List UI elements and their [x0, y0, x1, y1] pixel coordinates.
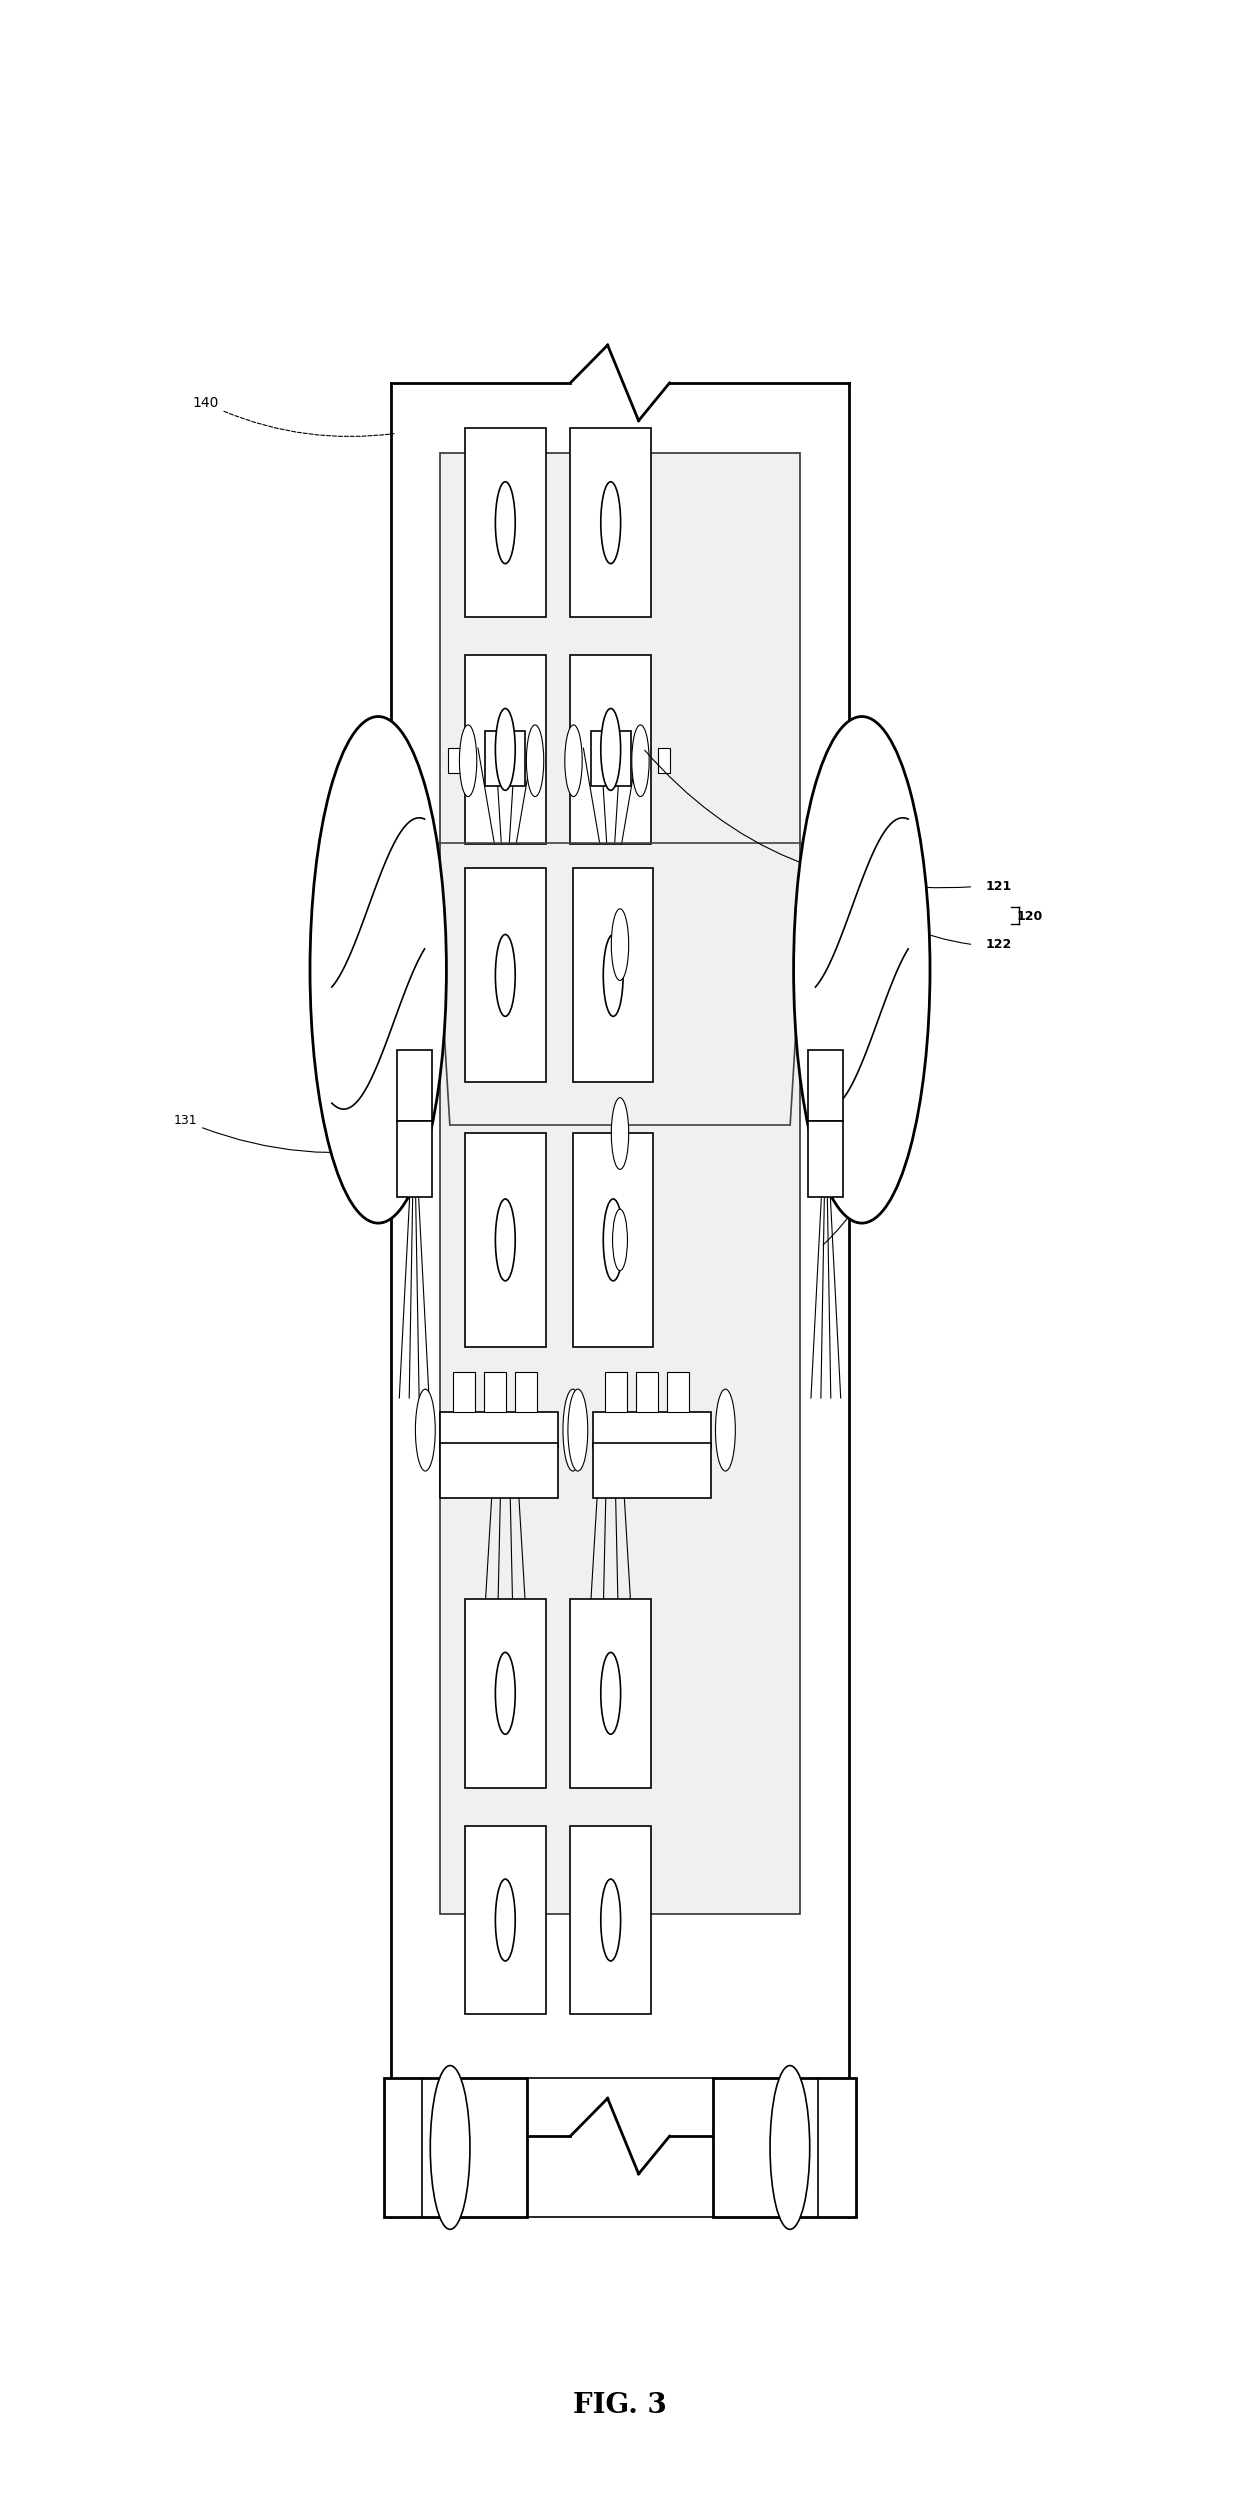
- Bar: [465, 869, 546, 1083]
- Bar: [440, 1443, 558, 1499]
- Ellipse shape: [613, 1209, 627, 1270]
- Bar: [448, 748, 461, 773]
- Text: 132: 132: [823, 1131, 898, 1244]
- Bar: [808, 1050, 843, 1121]
- Bar: [465, 428, 546, 617]
- Bar: [485, 731, 526, 786]
- Ellipse shape: [632, 725, 650, 796]
- Ellipse shape: [715, 1388, 735, 1471]
- Ellipse shape: [415, 1388, 435, 1471]
- Text: 122: 122: [986, 937, 1012, 952]
- Bar: [465, 1600, 546, 1788]
- Bar: [515, 1373, 537, 1413]
- Ellipse shape: [604, 1199, 624, 1280]
- Ellipse shape: [601, 708, 621, 791]
- Bar: [465, 1826, 546, 2015]
- Bar: [667, 1373, 689, 1413]
- Ellipse shape: [601, 481, 621, 564]
- Bar: [593, 1443, 711, 1499]
- Bar: [465, 1134, 546, 1348]
- Ellipse shape: [495, 708, 515, 791]
- Text: 140: 140: [192, 395, 394, 436]
- Ellipse shape: [459, 725, 476, 796]
- Bar: [570, 655, 651, 844]
- Bar: [591, 731, 631, 786]
- Ellipse shape: [601, 1652, 621, 1733]
- Text: FIG. 3: FIG. 3: [573, 2393, 667, 2418]
- Ellipse shape: [604, 935, 624, 1015]
- Ellipse shape: [563, 1388, 583, 1471]
- Ellipse shape: [495, 935, 515, 1015]
- Bar: [440, 1413, 558, 1448]
- Bar: [573, 869, 653, 1083]
- Ellipse shape: [495, 481, 515, 564]
- Text: 121: 121: [986, 879, 1012, 894]
- Ellipse shape: [526, 725, 543, 796]
- Bar: [605, 1373, 627, 1413]
- Ellipse shape: [495, 1199, 515, 1280]
- Bar: [713, 2078, 856, 2217]
- Text: 131: 131: [174, 1113, 407, 1154]
- Bar: [808, 1121, 843, 1197]
- Ellipse shape: [568, 1388, 588, 1471]
- Bar: [384, 2078, 527, 2217]
- Bar: [465, 655, 546, 844]
- Bar: [484, 1373, 506, 1413]
- Text: 120: 120: [1017, 909, 1043, 924]
- Bar: [397, 1050, 432, 1121]
- Bar: [397, 1121, 432, 1197]
- Bar: [570, 1826, 651, 2015]
- Ellipse shape: [310, 715, 446, 1224]
- Bar: [570, 428, 651, 617]
- Ellipse shape: [407, 1010, 424, 1081]
- Ellipse shape: [794, 715, 930, 1224]
- Bar: [658, 748, 670, 773]
- Ellipse shape: [611, 1098, 629, 1169]
- Ellipse shape: [611, 909, 629, 980]
- Ellipse shape: [816, 1010, 833, 1081]
- Ellipse shape: [565, 725, 583, 796]
- Bar: [453, 1373, 475, 1413]
- Ellipse shape: [430, 2066, 470, 2229]
- Bar: [593, 1413, 711, 1448]
- Ellipse shape: [601, 1879, 621, 1960]
- Ellipse shape: [770, 2066, 810, 2229]
- Ellipse shape: [495, 1879, 515, 1960]
- Bar: [440, 453, 800, 1914]
- Ellipse shape: [495, 1652, 515, 1733]
- Bar: [570, 1600, 651, 1788]
- Bar: [636, 1373, 658, 1413]
- Bar: [573, 1134, 653, 1348]
